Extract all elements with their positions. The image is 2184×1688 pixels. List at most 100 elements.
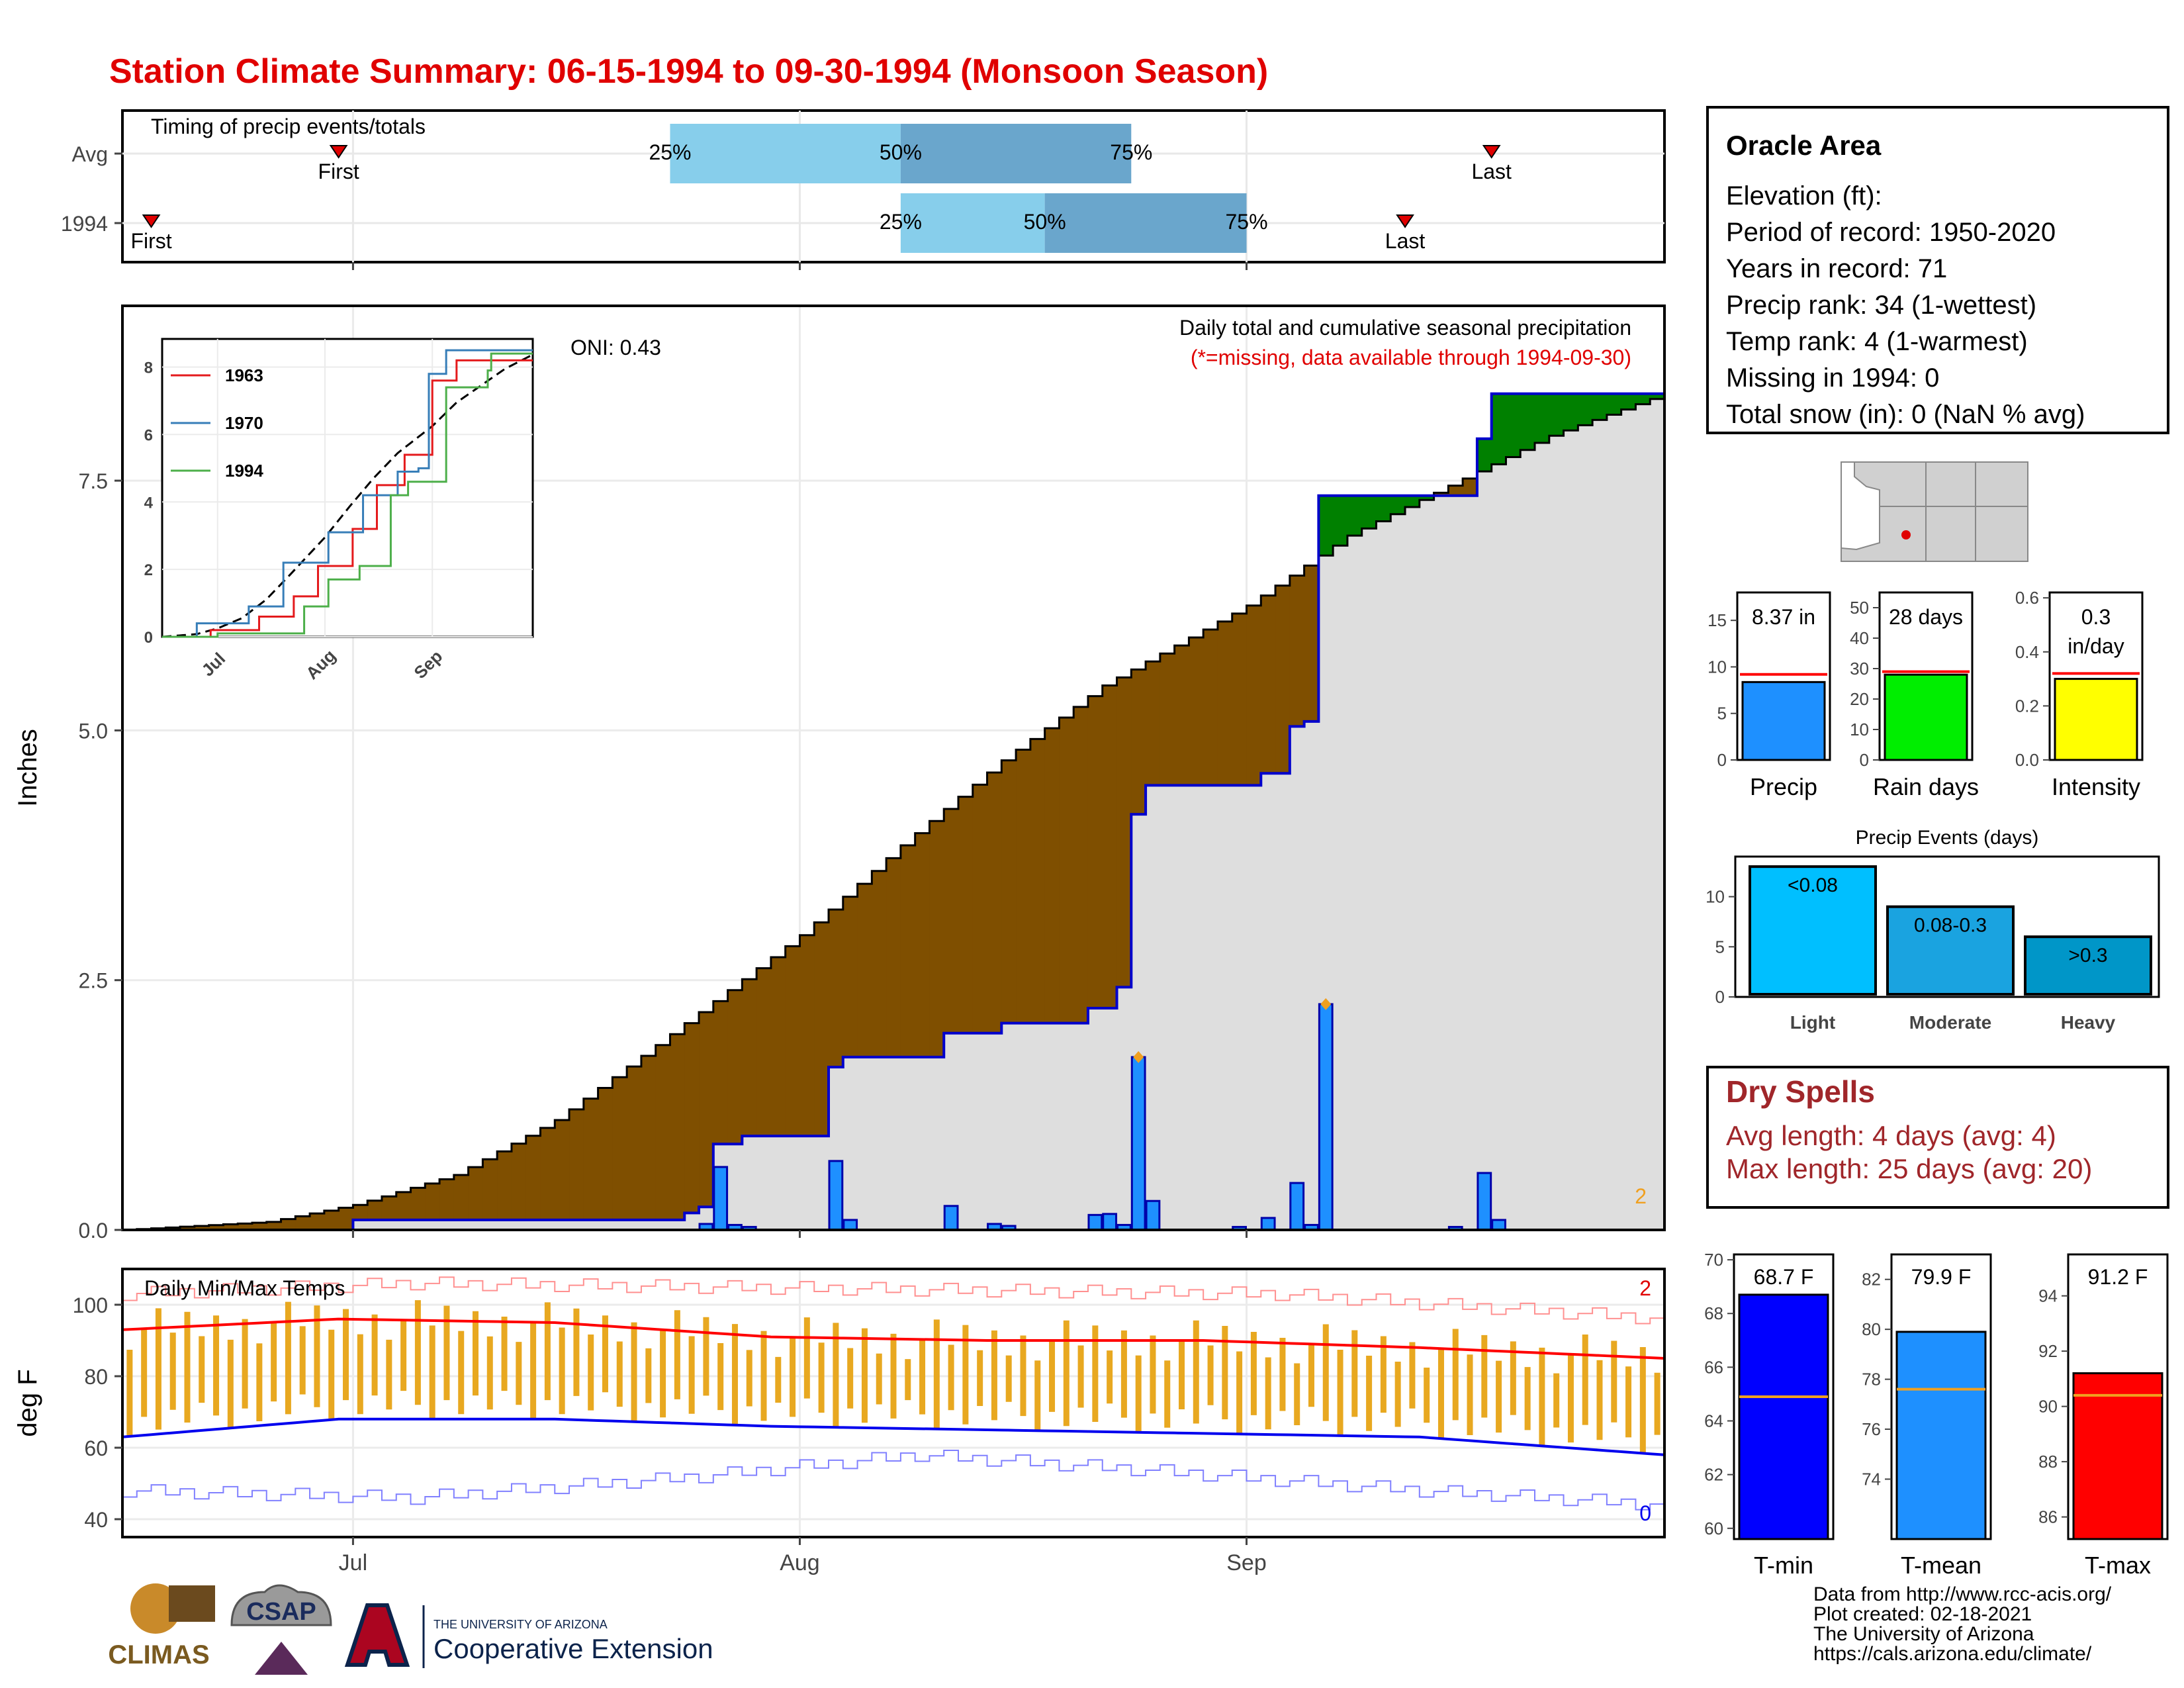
surplus-area: [1506, 393, 1521, 457]
row-label: Avg: [71, 142, 108, 166]
summary-tick: 0.0: [2015, 750, 2039, 770]
inset-frame: [161, 338, 534, 638]
station-marker: [1901, 530, 1911, 539]
summary-tick: 50: [1850, 598, 1869, 618]
deficit-area: [482, 1159, 498, 1220]
climas-logo-text: CLIMAS: [108, 1640, 209, 1669]
deficit-area: [1044, 728, 1060, 1023]
deficit-area: [713, 1001, 729, 1145]
deficit-area: [208, 1225, 224, 1230]
surplus-area: [1405, 495, 1420, 507]
deficit-area: [511, 1143, 527, 1220]
deficit-area: [915, 833, 930, 1057]
event-label: First: [318, 160, 359, 183]
summary-label: Rain days: [1873, 773, 1979, 800]
deficit-area: [1217, 621, 1233, 786]
summary-value: 0.3: [2081, 605, 2111, 629]
pct-75-label: 75%: [1225, 210, 1267, 234]
temp-bar-tick: 76: [1862, 1419, 1881, 1439]
deficit-area: [1087, 696, 1103, 1008]
deficit-area: [1261, 595, 1276, 774]
temp-chart-label: Daily Min/Max Temps: [144, 1276, 345, 1300]
deficit-area: [238, 1223, 253, 1230]
deficit-area: [598, 1088, 613, 1220]
station-name: Oracle Area: [1726, 130, 1882, 161]
pct-50-label: 50%: [1024, 210, 1066, 234]
surplus-area: [1333, 495, 1348, 546]
surplus-area: [1347, 495, 1363, 536]
missing-count: 2: [1635, 1184, 1647, 1208]
deficit-area: [1030, 739, 1046, 1023]
inset-series-line: [162, 359, 533, 638]
deficit-area: [583, 1098, 599, 1220]
avg-temp-line: [122, 1317, 1665, 1360]
deficit-area: [266, 1221, 282, 1230]
current-cumulative-line: [122, 392, 1664, 1231]
map-region: [1841, 461, 1880, 551]
events-range: 0.08-0.3: [1914, 915, 1987, 937]
page-title: Station Climate Summary: 06-15-1994 to 0…: [109, 52, 1269, 91]
x-tick-label: Sep: [1226, 1550, 1267, 1575]
inset-series-line: [162, 352, 533, 638]
deficit-area: [1131, 669, 1146, 815]
deficit-area: [958, 796, 974, 1033]
deficit-area: [338, 1207, 353, 1230]
pct-bar-low: [900, 193, 1045, 253]
daily-precip-bar: [1289, 1182, 1305, 1231]
temp-bar-tick: 88: [2038, 1452, 2058, 1472]
summary-tick: 5: [1717, 704, 1727, 724]
deficit-area: [1246, 605, 1261, 786]
station-info-box: [1706, 106, 2169, 434]
deficit-area: [1203, 629, 1218, 786]
deficit-area: [540, 1127, 555, 1220]
inset-series-line: [162, 349, 533, 638]
surplus-area: [1635, 393, 1651, 404]
daily-precip-bar: [1145, 1199, 1161, 1231]
deficit-area: [1016, 749, 1031, 1023]
events-tick: 0: [1715, 987, 1725, 1007]
daily-precip-bar: [842, 1219, 858, 1231]
pct-50-label: 50%: [880, 140, 922, 164]
event-marker: [1396, 214, 1414, 228]
credit-plot-date: Plot created: 02-18-2021: [1813, 1603, 2032, 1625]
event-marker: [1482, 145, 1501, 159]
event-marker: [142, 214, 161, 228]
temp-bar-label: T-min: [1754, 1552, 1813, 1579]
credit-data-source: Data from http://www.rcc-acis.org/: [1813, 1583, 2112, 1605]
row-label: 1994: [61, 212, 108, 236]
surplus-area: [1390, 495, 1406, 514]
climas-logo-mark: [169, 1585, 215, 1622]
event-marker: [329, 145, 348, 159]
summary-tick: 0.6: [2015, 588, 2039, 608]
pct-bar-high: [1044, 193, 1247, 253]
credit-url: https://cals.arizona.edu/climate/: [1813, 1643, 2092, 1665]
deficit-area: [727, 990, 743, 1145]
legend-label: 1994: [225, 461, 263, 481]
daily-precip-bar: [1491, 1219, 1506, 1231]
deficit-area: [1275, 585, 1291, 774]
deficit-area: [281, 1219, 296, 1230]
timing-panel: Avg 1994 Timing of precip events/totals 25%…: [61, 109, 1666, 270]
plot-frame: [121, 1268, 1666, 1538]
y-tick-label: 5.0: [79, 719, 108, 743]
deficit-area: [381, 1196, 397, 1220]
events-bar: [1749, 865, 1877, 996]
deficit-area: [425, 1183, 440, 1220]
deficit-area: [310, 1213, 325, 1230]
temp-bar: [1895, 1331, 1987, 1540]
deficit-area: [1059, 718, 1074, 1023]
summary-tick: 0: [1860, 750, 1869, 770]
deficit-area: [1189, 637, 1204, 786]
missing-note: (*=missing, data available through 1994-…: [1191, 346, 1631, 369]
plot-frame: [121, 305, 1666, 1231]
surplus-area: [1318, 495, 1334, 556]
chart-note: Daily total and cumulative seasonal prec…: [1179, 316, 1631, 340]
deficit-area: [1116, 677, 1132, 988]
pct-bar-high: [900, 124, 1132, 183]
summary-tick: 0.2: [2015, 696, 2039, 716]
summary-tick: 30: [1850, 659, 1869, 679]
events-label: Heavy: [2061, 1012, 2116, 1033]
deficit-area: [684, 1023, 700, 1213]
deficit-area: [367, 1200, 383, 1220]
